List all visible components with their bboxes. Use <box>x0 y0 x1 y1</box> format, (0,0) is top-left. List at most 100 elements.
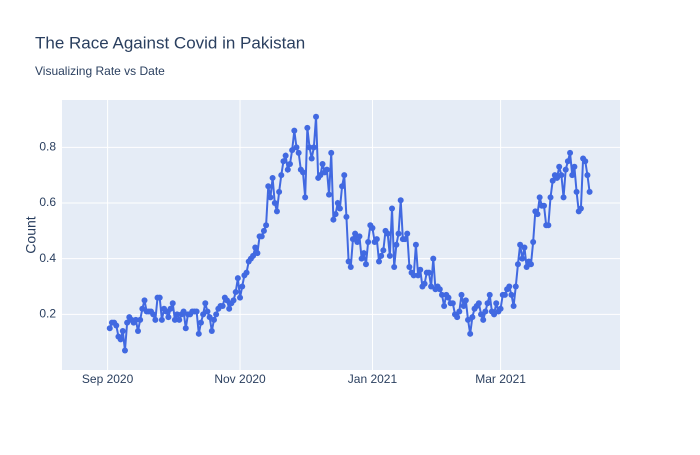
data-point <box>573 188 580 195</box>
data-point <box>195 330 202 337</box>
data-point <box>319 161 326 168</box>
data-point <box>139 305 146 312</box>
data-point <box>239 283 246 290</box>
data-point <box>293 144 300 151</box>
data-point <box>332 211 339 218</box>
data-point <box>519 255 526 262</box>
data-point <box>460 302 467 309</box>
data-point <box>345 258 352 265</box>
data-point <box>549 177 556 184</box>
chart-title: The Race Against Covid in Pakistan <box>35 33 305 52</box>
data-point <box>310 144 317 151</box>
data-point <box>584 172 591 179</box>
data-point <box>358 255 365 262</box>
data-point <box>341 172 348 179</box>
data-point <box>280 158 287 165</box>
data-point <box>291 127 298 134</box>
x-tick-label: Sep 2020 <box>82 372 134 386</box>
data-point <box>425 269 432 276</box>
data-point <box>562 166 569 173</box>
data-point <box>121 347 128 354</box>
data-point <box>501 291 508 298</box>
data-point <box>569 172 576 179</box>
data-point <box>380 247 387 254</box>
x-tick-label: Mar 2021 <box>475 372 526 386</box>
data-point <box>449 300 456 307</box>
data-point <box>252 244 259 251</box>
data-point <box>334 199 341 206</box>
data-point <box>395 230 402 237</box>
data-point <box>527 261 534 268</box>
data-point <box>134 328 141 335</box>
data-point <box>150 311 157 318</box>
data-point <box>360 250 367 257</box>
data-point <box>577 205 584 212</box>
data-point <box>326 191 333 198</box>
data-point <box>412 241 419 248</box>
data-point <box>391 264 398 271</box>
data-point <box>286 161 293 168</box>
data-point <box>369 225 376 232</box>
data-point <box>558 172 565 179</box>
data-point <box>295 149 302 156</box>
data-point <box>119 328 126 335</box>
data-point <box>230 297 237 304</box>
data-point <box>514 261 521 268</box>
data-point <box>510 302 517 309</box>
data-point <box>521 244 528 251</box>
data-point <box>410 272 417 279</box>
data-point <box>302 194 309 201</box>
data-point <box>117 336 124 343</box>
data-point <box>169 300 176 307</box>
data-point <box>534 211 541 218</box>
data-point <box>462 297 469 304</box>
data-point <box>556 163 563 170</box>
data-point <box>491 311 498 318</box>
data-point <box>362 261 369 268</box>
data-point <box>347 264 354 271</box>
data-point <box>306 144 313 151</box>
data-point <box>417 266 424 273</box>
data-point <box>586 188 593 195</box>
data-point <box>106 325 113 332</box>
data-point <box>393 241 400 248</box>
data-point <box>273 208 280 215</box>
data-point <box>336 205 343 212</box>
data-point <box>430 255 437 262</box>
data-point <box>486 291 493 298</box>
data-point <box>343 213 350 220</box>
data-point <box>339 183 346 190</box>
data-point <box>438 291 445 298</box>
data-point <box>232 289 239 296</box>
data-point <box>517 241 524 248</box>
data-point <box>454 314 461 321</box>
data-point <box>313 113 320 120</box>
data-point <box>176 316 183 323</box>
data-point <box>530 238 537 245</box>
data-point <box>197 319 204 326</box>
data-point <box>402 236 409 243</box>
data-point <box>545 222 552 229</box>
data-point <box>260 227 267 234</box>
data-point <box>582 158 589 165</box>
x-tick-label: Nov 2020 <box>214 372 266 386</box>
data-point <box>356 233 363 240</box>
data-point <box>375 258 382 265</box>
data-point <box>493 300 500 307</box>
data-point <box>276 188 283 195</box>
data-point <box>484 300 491 307</box>
data-point <box>289 147 296 154</box>
data-point <box>384 230 391 237</box>
data-point <box>171 316 178 323</box>
plot-area <box>62 100 620 370</box>
data-point <box>469 314 476 321</box>
data-point <box>323 166 330 173</box>
data-point <box>167 305 174 312</box>
data-point <box>158 316 165 323</box>
data-point <box>330 216 337 223</box>
y-tick-label: 0.6 <box>39 195 56 209</box>
data-point <box>404 230 411 237</box>
data-point <box>352 230 359 237</box>
data-point <box>458 291 465 298</box>
data-point <box>497 305 504 312</box>
